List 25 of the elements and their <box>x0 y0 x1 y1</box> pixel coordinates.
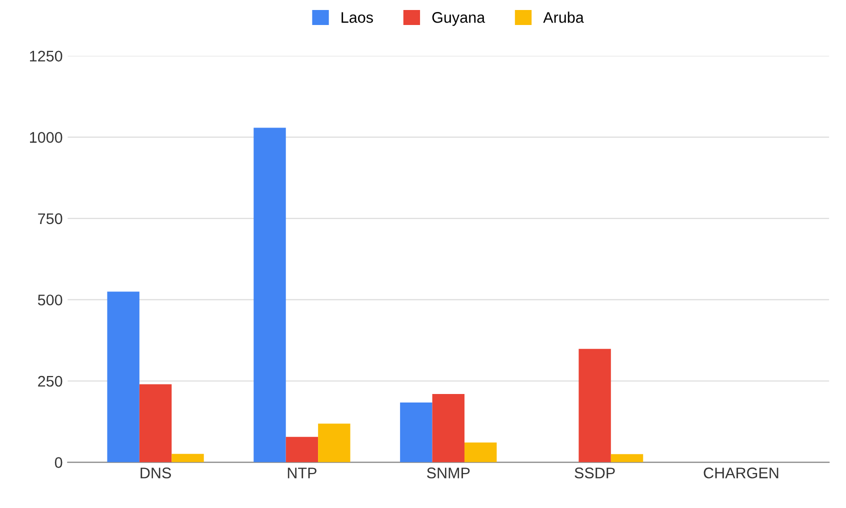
x-tick-label: NTP <box>288 468 316 478</box>
legend-label: Guyana <box>432 12 486 26</box>
bar <box>318 424 350 462</box>
x-tick-label: SSDP <box>574 468 615 478</box>
legend-label: Aruba <box>543 12 584 23</box>
bar <box>139 384 172 462</box>
y-tick-label: 750 <box>38 213 62 224</box>
x-tick-label: SNMP <box>427 468 470 478</box>
y-tick-label: 1000 <box>30 132 62 143</box>
bar <box>400 402 432 462</box>
bar <box>610 454 644 462</box>
y-tick-label: 1250 <box>30 50 62 62</box>
x-tick-label: DNS <box>140 468 171 478</box>
y-tick-label: 250 <box>38 376 62 387</box>
x-tick-label: CHARGEN <box>704 468 778 478</box>
bar <box>286 436 318 462</box>
bar <box>107 292 140 462</box>
y-tick-label: 500 <box>38 294 62 306</box>
bar <box>172 454 204 462</box>
legend-label: Laos <box>342 12 373 23</box>
bar <box>432 394 464 462</box>
bar <box>254 128 286 462</box>
bar <box>464 442 497 462</box>
y-tick-label: 0 <box>54 457 62 468</box>
bar <box>578 348 611 462</box>
